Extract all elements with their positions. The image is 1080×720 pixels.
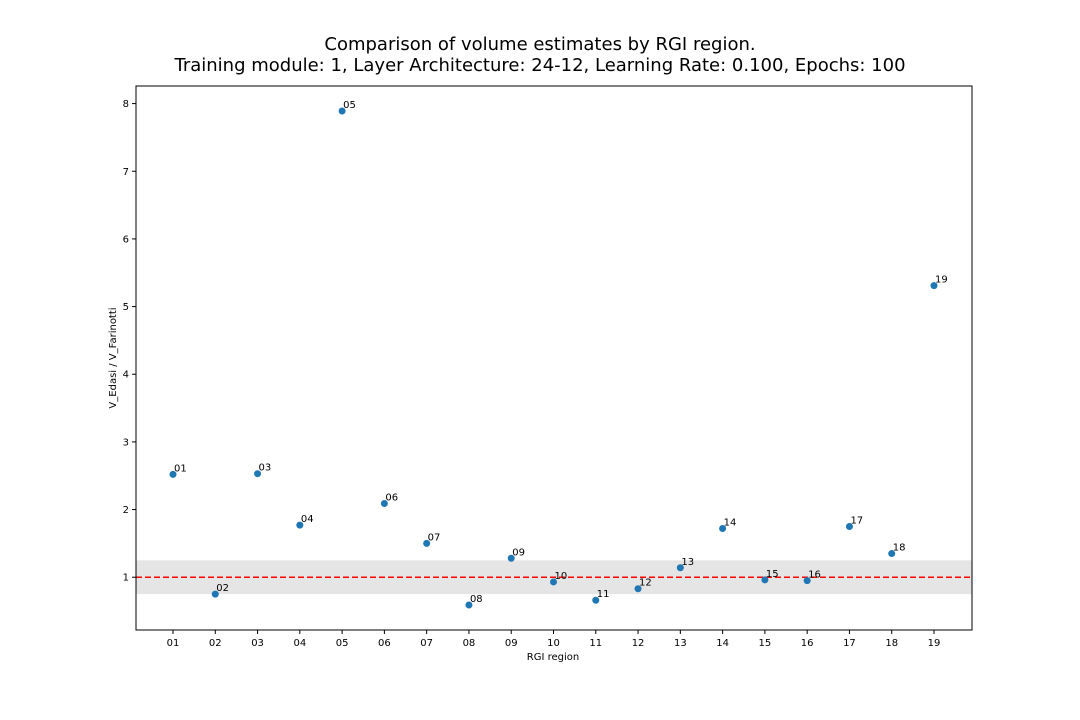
data-point-06 [380,499,388,507]
data-point-label-16: 16 [808,570,821,581]
x-tick-label-18: 18 [885,638,898,649]
x-tick-label-10: 10 [547,638,560,649]
data-point-19 [930,282,938,290]
x-tick-label-04: 04 [293,638,306,649]
x-tick-label-05: 05 [336,638,349,649]
chart-subtitle: Training module: 1, Layer Architecture: … [173,55,905,76]
data-point-13 [676,564,684,572]
y-tick-label-2: 2 [123,505,129,516]
y-tick-label-1: 1 [123,573,129,584]
data-point-label-19: 19 [935,275,948,286]
data-point-labels: 01 02 03 04 05 06 07 08 09 10 11 12 13 14 15 16 17 18 19 [174,100,948,605]
data-point-label-12: 12 [639,578,652,589]
x-tick-label-09: 09 [505,638,518,649]
x-tick-label-15: 15 [759,638,772,649]
data-point-04 [296,521,304,529]
x-axis: 01 02 03 04 05 06 07 08 09 10 11 12 13 14 15 16 17 18 19 [167,630,941,649]
data-point-label-18: 18 [893,543,906,554]
data-point-label-09: 09 [512,547,525,558]
data-point-07 [423,539,431,547]
y-tick-label-6: 6 [123,234,129,245]
data-point-label-02: 02 [216,583,229,594]
data-point-03 [254,470,262,478]
data-point-label-11: 11 [597,589,610,600]
data-points [169,107,938,609]
data-point-15 [761,576,769,584]
y-tick-label-7: 7 [123,167,129,178]
chart-title: Comparison of volume estimates by RGI re… [324,34,755,55]
x-tick-label-07: 07 [420,638,433,649]
y-tick-label-3: 3 [123,437,129,448]
data-point-05 [338,107,346,115]
data-point-label-04: 04 [301,514,314,525]
data-point-08 [465,601,473,609]
y-axis-label: V_Edasi / V_Farinotti [108,307,119,408]
data-point-label-08: 08 [470,594,483,605]
data-point-02 [211,590,219,598]
x-tick-label-14: 14 [716,638,729,649]
x-tick-label-01: 01 [167,638,180,649]
data-point-16 [803,577,811,585]
y-axis: 1 2 3 4 5 6 7 8 [123,99,136,584]
x-tick-label-16: 16 [801,638,814,649]
data-point-label-13: 13 [681,557,694,568]
data-point-label-03: 03 [259,463,272,474]
data-point-17 [845,522,853,530]
x-tick-label-03: 03 [251,638,264,649]
data-point-label-17: 17 [850,515,863,526]
y-tick-label-8: 8 [123,99,129,110]
x-tick-label-02: 02 [209,638,222,649]
x-tick-label-13: 13 [674,638,687,649]
data-point-01 [169,470,177,478]
plot-area: 01 02 03 04 05 06 07 08 09 10 11 12 13 14 15 16 17 18 19 [135,85,973,631]
y-tick-label-5: 5 [123,302,129,313]
x-axis-label: RGI region [527,652,579,663]
x-tick-label-19: 19 [928,638,941,649]
data-point-label-01: 01 [174,463,187,474]
x-tick-label-11: 11 [589,638,602,649]
data-point-12 [634,585,642,593]
x-tick-label-17: 17 [843,638,856,649]
data-point-10 [550,578,557,586]
x-tick-label-12: 12 [632,638,645,649]
data-point-label-05: 05 [343,100,356,111]
data-point-label-10: 10 [555,571,568,582]
data-point-label-14: 14 [724,518,737,529]
x-tick-label-06: 06 [378,638,391,649]
data-point-11 [592,596,600,604]
y-tick-label-4: 4 [123,370,129,381]
data-point-label-15: 15 [766,569,779,580]
data-point-label-06: 06 [385,492,398,503]
data-point-09 [507,554,515,562]
data-point-label-07: 07 [428,532,441,543]
data-point-18 [888,550,896,558]
data-point-14 [719,525,727,533]
x-tick-label-08: 08 [463,638,476,649]
